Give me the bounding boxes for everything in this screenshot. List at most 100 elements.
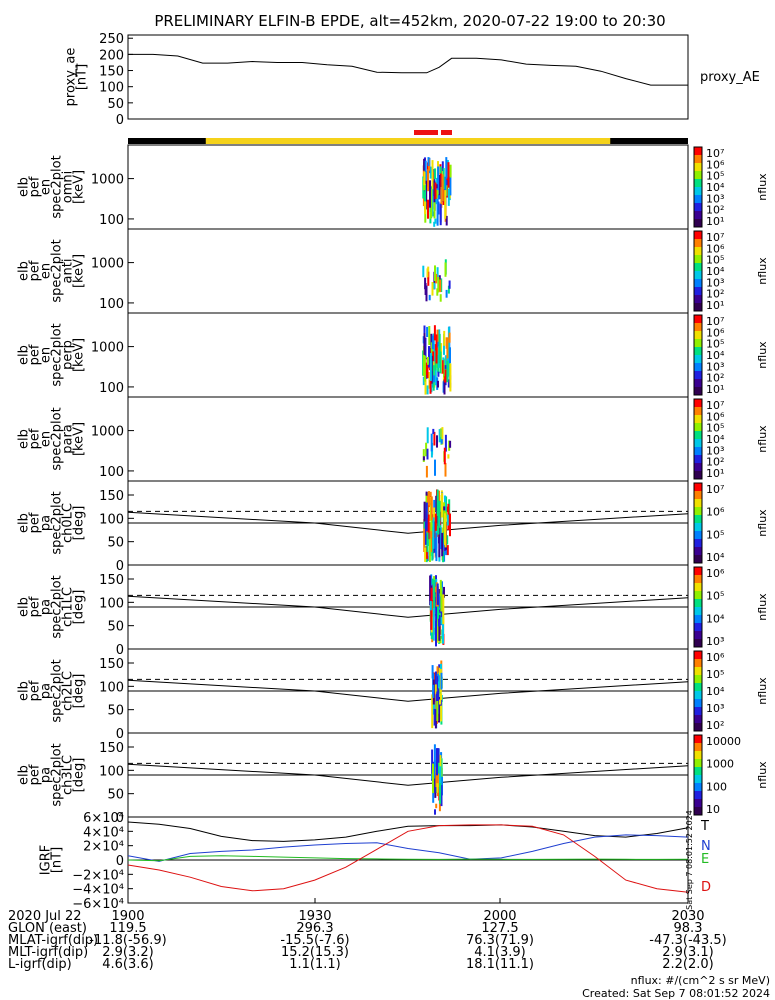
- ae-ytick-label: 200: [99, 48, 124, 63]
- flux-pixel: [425, 180, 428, 210]
- energy-ylabel-2-line-2: en: [39, 347, 54, 363]
- ephemeris-value: 1930: [298, 909, 331, 924]
- colorbar-tick-label: 10⁴: [706, 685, 725, 698]
- ephemeris-value: 4.1(3.9): [474, 945, 526, 960]
- colorbar-frame: [693, 566, 703, 648]
- pitch-ylabel-0-line-3: spec2plot: [50, 491, 65, 554]
- colorbar-swatch: [694, 263, 702, 272]
- energy-ylabel-0-line-0: elb: [17, 177, 32, 197]
- flux-pixel: [426, 448, 429, 460]
- colorbar-swatch: [694, 723, 702, 732]
- energy-ytick-label: 1000: [91, 257, 124, 272]
- ephemeris-value: 1900: [111, 909, 144, 924]
- flux-pixel: [440, 617, 443, 625]
- flux-pixel: [433, 744, 436, 778]
- flux-pixel: [442, 594, 445, 625]
- flux-pixel: [442, 612, 444, 644]
- energy-ytick-label: 100: [99, 297, 124, 312]
- flux-pixel: [422, 456, 425, 461]
- flux-pixel: [424, 183, 426, 210]
- flux-pixel: [437, 748, 440, 763]
- colorbar-swatch: [694, 683, 702, 692]
- ephemeris-value: 2.2(2.0): [662, 957, 714, 972]
- pitch-ylabel-2-line-3: spec2plot: [50, 659, 65, 722]
- colorbar-swatch: [694, 583, 702, 592]
- colorbar-5: 10⁶ 10⁵ 10⁴ 10³ nflux: [693, 566, 769, 648]
- colorbar-tick-label: 10⁴: [706, 433, 725, 446]
- colorbar-frame: [693, 146, 703, 228]
- colorbar-6: 10⁶ 10⁵ 10⁴ 10³ 10² nflux: [693, 650, 769, 732]
- pitch-ytick-label: 150: [99, 573, 124, 588]
- flux-pixel: [435, 495, 438, 511]
- colorbar-tick-label: 10⁵: [706, 338, 724, 351]
- colorbar-swatch: [694, 699, 702, 708]
- flux-pixel: [435, 620, 437, 647]
- flux-pixel: [428, 491, 430, 503]
- flux-pixel: [439, 699, 441, 705]
- flux-pixel: [430, 496, 433, 521]
- colorbar-tick-label: 10³: [706, 444, 724, 457]
- igrf-ytick-label: 2×10⁴: [83, 840, 124, 855]
- colorbar-tick-label: 10⁶: [706, 651, 725, 664]
- flux-pixel: [428, 538, 431, 562]
- pitch-ytick-label: 50: [107, 704, 124, 719]
- colorbar-tick-label: 10⁴: [706, 265, 725, 278]
- pitch-ylabel-1-line-2: pa: [39, 599, 54, 615]
- colorbar-tick-label: 10¹: [706, 215, 724, 228]
- flux-pixel: [423, 501, 426, 522]
- igrf-series-D: [127, 824, 689, 893]
- flux-pixel: [441, 532, 444, 557]
- colorbar-tick-label: 10⁵: [706, 590, 724, 603]
- flux-pixel: [446, 545, 449, 556]
- colorbar-swatch: [694, 231, 702, 240]
- flux-pixel: [449, 164, 452, 178]
- flux-pixel: [445, 215, 448, 226]
- flux-pixel: [440, 587, 443, 612]
- flux-pixel: [446, 337, 449, 367]
- colorbar-tick-label: 10⁷: [706, 399, 724, 412]
- flux-pixel: [436, 748, 438, 776]
- pitch-ytick-label: 100: [99, 596, 124, 611]
- pitch-ylabel-1-line-1: pef: [28, 596, 43, 617]
- flux-pixel: [423, 325, 426, 340]
- flux-pixel: [435, 597, 438, 622]
- colorbar-swatch: [694, 735, 702, 744]
- flux-pixel: [430, 433, 433, 452]
- flux-pixel: [446, 506, 449, 512]
- colorbar-swatch: [694, 431, 702, 440]
- colorbar-tick-label: 10⁵: [706, 668, 724, 681]
- flux-pixel: [433, 202, 436, 219]
- ephemeris-value: -11.8(-56.9): [89, 933, 166, 948]
- igrf-ytick-label: −4×10⁴: [72, 883, 124, 898]
- flux-pixel: [425, 546, 428, 559]
- flux-pixel: [437, 341, 440, 348]
- flux-pixel: [444, 434, 447, 452]
- energy-ytick-label: 1000: [91, 341, 124, 356]
- energy-ytick-label: 100: [99, 381, 124, 396]
- colorbar-tick-label: 10⁵: [706, 254, 724, 267]
- colorbar-frame: [693, 650, 703, 732]
- ephemeris-value: 98.3: [674, 921, 703, 936]
- flux-pixel: [439, 167, 442, 190]
- flux-pixel: [430, 448, 433, 458]
- energy-ylabel-1-line-4: anti: [61, 259, 76, 284]
- colorbar-tick-label: 10⁶: [706, 326, 725, 339]
- flux-pixel: [440, 785, 443, 807]
- ae-ylabel-line-1: [nT]: [75, 64, 90, 90]
- flux-pixel: [443, 586, 445, 598]
- colorbar-tick-label: 10²: [706, 456, 724, 469]
- pitch-ylabel-2-line-4: ch2LC: [61, 671, 76, 711]
- colorbar-frame: [693, 398, 703, 480]
- energy-ylabel-1-line-5: [keV]: [72, 254, 87, 288]
- flux-pixel: [440, 693, 443, 722]
- energy-ylabel-2-line-4: perp: [61, 340, 76, 370]
- flux-pixel: [440, 187, 443, 208]
- energy-ylabel-1-line-0: elb: [17, 261, 32, 281]
- flux-pixel: [437, 500, 440, 535]
- pitch-ylabel-0-line-2: pa: [39, 515, 54, 531]
- flux-pixel: [425, 491, 428, 496]
- ephemeris-value: 296.3: [296, 921, 333, 936]
- colorbar-swatch: [694, 515, 702, 524]
- pitch-ytick-label: 0: [116, 811, 124, 826]
- flux-pixel: [427, 199, 429, 219]
